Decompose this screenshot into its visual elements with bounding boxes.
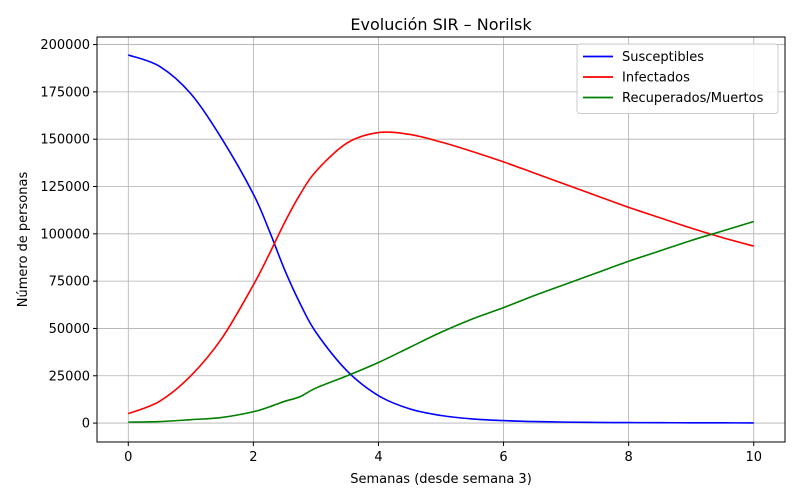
x-tick-label: 8 (624, 450, 632, 465)
legend-label: Recuperados/Muertos (622, 91, 764, 106)
y-tick-label: 150000 (40, 133, 90, 148)
series-line-susceptibles (127, 54, 754, 424)
legend-box (576, 43, 779, 114)
x-tick-label: 4 (374, 450, 382, 465)
grid (97, 37, 785, 442)
y-tick-label: 25000 (49, 369, 90, 384)
x-tick-label: 10 (745, 450, 762, 465)
x-axis-label: Semanas (desde semana 3) (350, 472, 532, 487)
legend-label: Infectados (622, 71, 690, 86)
series-line-infectados (127, 131, 754, 415)
legend-label: Susceptibles (622, 50, 704, 65)
y-tick-label: 75000 (49, 275, 90, 290)
x-tick-label: 6 (499, 450, 507, 465)
y-axis-label: Número de personas (16, 172, 31, 308)
series-lines (127, 54, 754, 424)
x-tick-label: 0 (124, 450, 132, 465)
y-axis-ticks: 0 25000 50000 75000 100000 125000 150000 175000… (40, 38, 97, 432)
series-line-recuperados-muertos (128, 220, 754, 423)
y-tick-label: 50000 (49, 322, 90, 337)
x-axis-ticks: 0 2 4 6 8 10 (124, 442, 762, 465)
plot-frame (96, 36, 786, 443)
y-tick-label: 175000 (40, 85, 90, 100)
y-tick-label: 200000 (40, 38, 90, 53)
legend: Susceptibles Infectados Recuperados/Muerto… (576, 43, 779, 114)
chart-title: Evolución SIR – Norilsk (350, 15, 532, 34)
x-tick-label: 2 (249, 450, 257, 465)
y-tick-label: 0 (82, 417, 90, 432)
y-tick-label: 125000 (40, 180, 90, 195)
y-tick-label: 100000 (40, 227, 90, 242)
